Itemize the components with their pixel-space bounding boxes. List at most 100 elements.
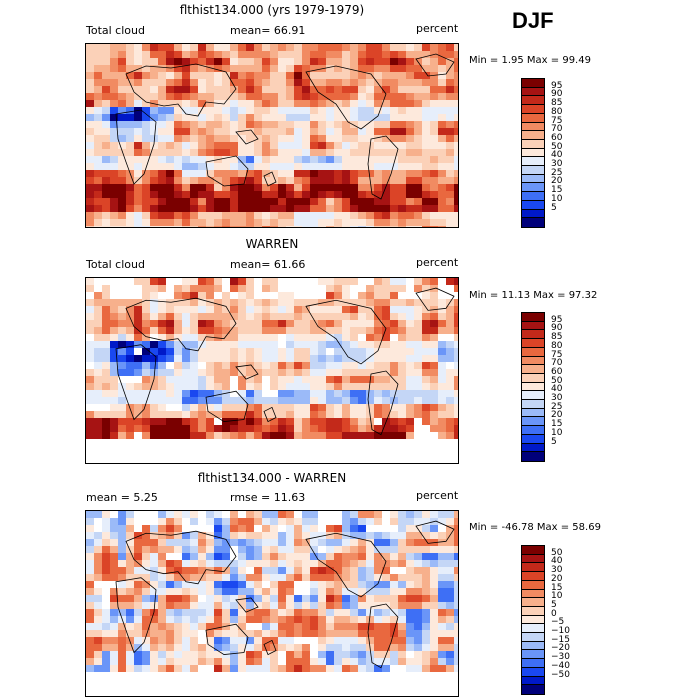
colorbar-tick-label: 70 bbox=[551, 358, 563, 369]
colorbar-segment bbox=[522, 554, 544, 564]
colorbar-tick-label: 25 bbox=[551, 401, 563, 412]
colorbar-tick-label: 75 bbox=[551, 349, 563, 360]
panel-2-variable-label: Total cloud bbox=[86, 258, 145, 271]
colorbar-segment bbox=[522, 546, 544, 555]
colorbar-segment bbox=[522, 598, 544, 607]
panel-1-mean-label: mean= 66.91 bbox=[230, 24, 306, 37]
colorbar-segment bbox=[522, 373, 544, 383]
panel-1-colorbar bbox=[521, 78, 545, 228]
panel-2-title: WARREN bbox=[245, 237, 299, 251]
colorbar-segment bbox=[522, 166, 544, 175]
colorbar-tick-label: 30 bbox=[551, 159, 563, 170]
colorbar-tick-label: 85 bbox=[551, 332, 563, 343]
colorbar-segment bbox=[522, 434, 544, 444]
colorbar-tick-label: 60 bbox=[551, 366, 563, 377]
panel-3-mean-label: mean = 5.25 bbox=[86, 491, 158, 504]
colorbar-segment bbox=[522, 391, 544, 401]
colorbar-segment bbox=[522, 96, 544, 106]
colorbar-segment bbox=[522, 87, 544, 97]
colorbar-segment bbox=[522, 650, 544, 660]
panel-2-map bbox=[85, 277, 459, 464]
panel-1-min-max: Min = 1.95 Max = 99.49 bbox=[469, 55, 591, 66]
panel-3-colorbar bbox=[521, 545, 545, 695]
season-label: DJF bbox=[512, 8, 554, 33]
colorbar-tick-label: 10 bbox=[551, 427, 563, 438]
coastlines bbox=[115, 53, 455, 200]
colorbar-tick-label: 60 bbox=[551, 132, 563, 143]
colorbar-tick-label: 90 bbox=[551, 89, 563, 100]
colorbar-tick-label: 20 bbox=[551, 410, 563, 421]
colorbar-tick-label: −40 bbox=[551, 660, 570, 671]
colorbar-segment bbox=[522, 382, 544, 392]
colorbar-segment bbox=[522, 443, 544, 453]
colorbar-segment bbox=[522, 113, 544, 123]
colorbar-tick-label: 95 bbox=[551, 314, 563, 325]
colorbar-segment bbox=[522, 365, 544, 374]
panel-1-map bbox=[85, 43, 459, 228]
colorbar-segment bbox=[522, 131, 544, 140]
colorbar-tick-label: −15 bbox=[551, 634, 570, 645]
colorbar-segment bbox=[522, 615, 544, 625]
colorbar-segment bbox=[522, 321, 544, 331]
panel-3-rmse-label: rmse = 11.63 bbox=[230, 491, 306, 504]
colorbar-tick-label: 70 bbox=[551, 124, 563, 135]
panel-3-map bbox=[85, 510, 459, 697]
colorbar-segment bbox=[522, 347, 544, 357]
colorbar-tick-label: 50 bbox=[551, 141, 563, 152]
colorbar-segment bbox=[522, 183, 544, 193]
colorbar-segment bbox=[522, 633, 544, 642]
colorbar-segment bbox=[522, 192, 544, 201]
colorbar-segment bbox=[522, 685, 544, 694]
colorbar-tick-label: −5 bbox=[551, 617, 565, 628]
colorbar-tick-label: 20 bbox=[551, 176, 563, 187]
panel-1-title: flthist134.000 (yrs 1979-1979) bbox=[179, 3, 365, 17]
colorbar-segment bbox=[522, 330, 544, 340]
colorbar-segment bbox=[522, 174, 544, 184]
colorbar-tick-label: 30 bbox=[551, 393, 563, 404]
colorbar-tick-label: 80 bbox=[551, 340, 563, 351]
colorbar-segment bbox=[522, 157, 544, 167]
colorbar-segment bbox=[522, 426, 544, 435]
panel-3-title: flthist134.000 - WARREN bbox=[197, 471, 347, 485]
map-field bbox=[86, 278, 458, 463]
colorbar-segment bbox=[522, 122, 544, 132]
map-field bbox=[86, 44, 458, 227]
panel-2-colorbar bbox=[521, 312, 545, 462]
coastlines bbox=[115, 520, 455, 669]
colorbar-tick-label: 15 bbox=[551, 185, 563, 196]
colorbar-tick-label: −20 bbox=[551, 643, 570, 654]
colorbar-tick-label: −10 bbox=[551, 626, 570, 637]
colorbar-tick-label: 5 bbox=[551, 599, 557, 610]
colorbar-tick-label: 40 bbox=[551, 556, 563, 567]
colorbar-segment bbox=[522, 79, 544, 88]
colorbar-segment bbox=[522, 339, 544, 348]
panel-2-units-label: percent bbox=[416, 256, 459, 269]
panel-2-mean-label: mean= 61.66 bbox=[230, 258, 306, 271]
colorbar-segment bbox=[522, 400, 544, 409]
colorbar-tick-label: 50 bbox=[551, 375, 563, 386]
colorbar-segment bbox=[522, 209, 544, 219]
colorbar-segment bbox=[522, 417, 544, 427]
colorbar-tick-label: 95 bbox=[551, 80, 563, 91]
colorbar-segment bbox=[522, 148, 544, 158]
colorbar-segment bbox=[522, 641, 544, 651]
colorbar-segment bbox=[522, 356, 544, 366]
colorbar-segment bbox=[522, 667, 544, 677]
panel-2-min-max: Min = 11.13 Max = 97.32 bbox=[469, 290, 598, 301]
colorbar-tick-label: 90 bbox=[551, 323, 563, 334]
colorbar-tick-label: 80 bbox=[551, 106, 563, 117]
colorbar-segment bbox=[522, 572, 544, 581]
colorbar-tick-label: 20 bbox=[551, 573, 563, 584]
panel-1-units-label: percent bbox=[416, 22, 459, 35]
colorbar-tick-label: 85 bbox=[551, 98, 563, 109]
colorbar-segment bbox=[522, 606, 544, 616]
colorbar-tick-label: 10 bbox=[551, 193, 563, 204]
panel-3-min-max: Min = -46.78 Max = 58.69 bbox=[469, 522, 601, 533]
colorbar-segment bbox=[522, 139, 544, 149]
colorbar-segment bbox=[522, 408, 544, 418]
colorbar-tick-label: 25 bbox=[551, 167, 563, 178]
colorbar-tick-label: −50 bbox=[551, 669, 570, 680]
colorbar-tick-label: 5 bbox=[551, 436, 557, 447]
colorbar-tick-label: 40 bbox=[551, 384, 563, 395]
colorbar-tick-label: 15 bbox=[551, 419, 563, 430]
